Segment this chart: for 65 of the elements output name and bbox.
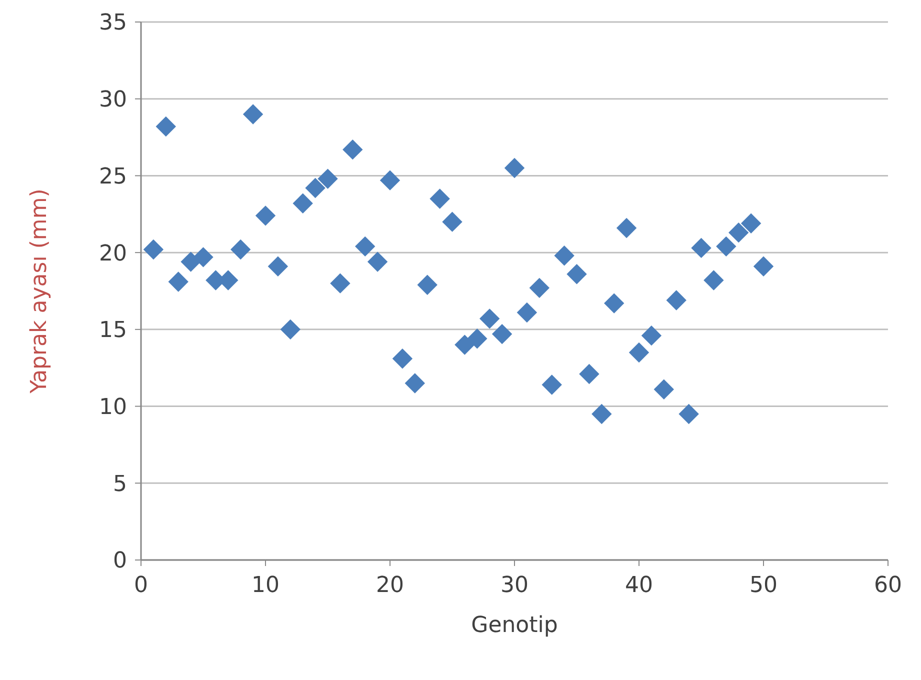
point — [143, 239, 164, 260]
point — [628, 342, 650, 363]
point — [417, 274, 438, 295]
point — [592, 404, 612, 424]
point — [392, 348, 413, 369]
point — [579, 364, 600, 384]
point — [504, 158, 525, 178]
point — [280, 319, 300, 340]
point — [330, 273, 350, 294]
point — [691, 238, 712, 258]
point — [156, 116, 176, 137]
point — [318, 168, 338, 189]
point — [367, 252, 388, 272]
point — [454, 334, 475, 355]
point — [168, 272, 188, 292]
x-tick-label: 0 — [134, 573, 148, 598]
point — [342, 139, 363, 160]
point — [193, 247, 214, 268]
point — [467, 328, 488, 349]
point — [242, 104, 264, 124]
point — [480, 308, 500, 329]
point — [616, 218, 637, 238]
point — [180, 252, 201, 272]
point — [268, 256, 288, 277]
point — [230, 239, 251, 260]
point — [728, 222, 749, 243]
y-tick-label: 25 — [99, 164, 127, 190]
point — [554, 246, 574, 266]
point — [641, 325, 662, 346]
point — [704, 270, 724, 290]
point — [255, 206, 276, 226]
y-tick-label: 10 — [99, 394, 127, 420]
x-tick-label: 30 — [500, 573, 528, 598]
y-tick-label: 35 — [99, 10, 127, 36]
point — [740, 213, 762, 234]
point — [305, 178, 326, 198]
point — [292, 193, 313, 214]
point — [654, 379, 674, 400]
y-tick-label: 5 — [113, 472, 127, 497]
point — [492, 324, 512, 344]
point — [404, 373, 425, 394]
point — [442, 212, 462, 232]
point — [753, 256, 774, 277]
x-axis-title: Genotip — [471, 613, 558, 638]
point — [542, 374, 562, 395]
point — [380, 170, 400, 190]
y-axis-title: Yaprak ayası (mm) — [27, 188, 52, 394]
y-tick-label: 30 — [99, 88, 127, 113]
point — [604, 293, 624, 314]
point — [666, 290, 686, 310]
y-tick-label: 0 — [113, 548, 127, 574]
x-tick-label: 60 — [874, 573, 902, 598]
point — [566, 264, 587, 284]
y-tick-label: 15 — [99, 318, 127, 344]
point — [716, 236, 736, 257]
point — [678, 404, 699, 424]
point — [430, 188, 450, 209]
point — [516, 302, 538, 323]
x-tick-label: 20 — [376, 573, 404, 598]
x-tick-label: 50 — [750, 573, 778, 598]
point — [529, 278, 550, 298]
x-tick-label: 40 — [625, 573, 653, 598]
point — [355, 236, 376, 257]
y-tick-label: 20 — [99, 241, 127, 266]
x-tick-label: 10 — [252, 573, 280, 598]
